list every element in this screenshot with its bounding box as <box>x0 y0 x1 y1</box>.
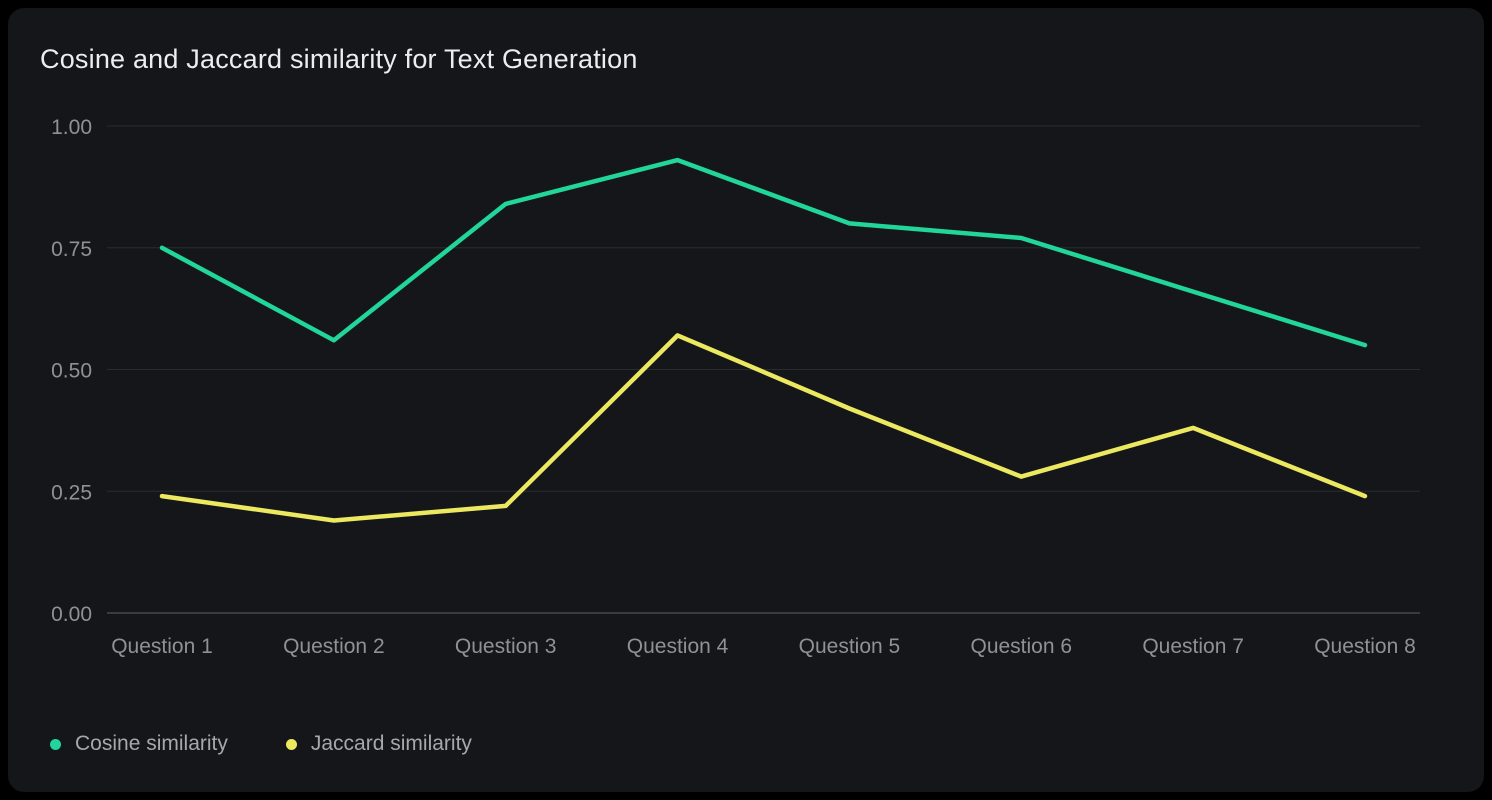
cosine-series-line <box>159 157 1368 348</box>
x-tick-label: Question 5 <box>799 635 901 658</box>
y-tick-label: 0.25 <box>51 481 92 504</box>
x-tick-label: Question 1 <box>111 635 213 658</box>
x-tick-label: Question 8 <box>1314 635 1416 658</box>
y-tick-label: 1.00 <box>51 116 92 139</box>
line-chart-plot: 0.00 0.25 0.50 0.75 1.00 Question 1 Question 2… <box>51 116 1420 658</box>
x-tick-label: Question 6 <box>970 635 1072 658</box>
x-tick-label: Question 2 <box>283 635 385 658</box>
legend-item-jaccard: Jaccard similarity <box>285 732 472 756</box>
x-tick-label: Question 4 <box>627 635 729 658</box>
chart-card: Cosine and Jaccard similarity for Text G… <box>8 8 1484 792</box>
jaccard-legend-label: Jaccard similarity <box>310 732 472 755</box>
cosine-legend-dot-icon <box>50 738 61 750</box>
y-tick-label: 0.75 <box>51 238 92 261</box>
chart-title: Cosine and Jaccard similarity for Text G… <box>40 44 638 74</box>
chart-legend: Cosine similarity Jaccard similarity <box>50 732 472 756</box>
cosine-legend-label: Cosine similarity <box>75 732 228 755</box>
jaccard-series-line <box>159 333 1368 523</box>
y-tick-label: 0.50 <box>51 360 92 383</box>
y-tick-label: 0.00 <box>51 603 92 626</box>
x-tick-label: Question 7 <box>1142 635 1244 658</box>
x-tick-label: Question 3 <box>455 635 557 658</box>
jaccard-legend-dot-icon <box>285 738 297 750</box>
legend-item-cosine: Cosine similarity <box>50 732 228 756</box>
